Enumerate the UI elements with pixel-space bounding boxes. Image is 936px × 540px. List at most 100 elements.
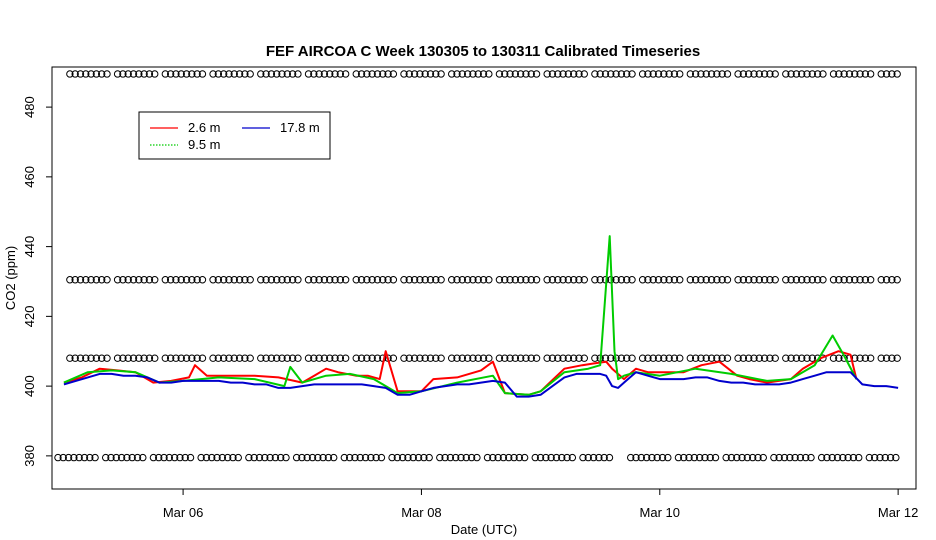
marker-circle (516, 354, 525, 362)
marker-circle (448, 70, 456, 78)
marker-circle (547, 453, 555, 462)
marker-circle (97, 276, 106, 284)
marker-circle (803, 354, 811, 362)
marker-circle (718, 276, 726, 284)
marker-circle (766, 70, 774, 78)
marker-circle (686, 276, 695, 284)
marker-circle (792, 276, 801, 284)
marker-circle (691, 354, 700, 362)
marker-circle (262, 70, 270, 78)
marker-circle (182, 354, 191, 362)
marker-circle (54, 453, 62, 462)
marker-circle (564, 276, 573, 284)
marker-circle (722, 453, 730, 462)
marker-circle (223, 453, 232, 462)
marker-circle (145, 276, 154, 284)
marker-circle (782, 354, 790, 362)
marker-circle (416, 354, 424, 362)
marker-circle (420, 453, 428, 462)
marker-circle (516, 276, 525, 284)
marker-circle (340, 453, 349, 462)
marker-circle (798, 70, 806, 78)
marker-circle (532, 70, 541, 78)
marker-circle (87, 354, 95, 362)
marker-circle (845, 276, 854, 284)
marker-circle (71, 70, 79, 78)
marker-circle (564, 70, 573, 78)
marker-circle (404, 453, 412, 462)
marker-circle (654, 70, 663, 78)
marker-circle (877, 276, 885, 284)
marker-circle (676, 276, 684, 284)
marker-circle (479, 276, 488, 284)
marker-circle (59, 453, 67, 462)
marker-circle (642, 453, 651, 462)
marker-circle (511, 354, 520, 362)
marker-circle (82, 354, 90, 362)
marker-circle (474, 276, 482, 284)
marker-circle (155, 453, 163, 462)
marker-circle (527, 70, 535, 78)
marker-circle (214, 276, 223, 284)
marker-circle (554, 70, 562, 78)
marker-circle (107, 453, 115, 462)
marker-circle (511, 276, 520, 284)
marker-circle (181, 453, 189, 462)
marker-circle (766, 276, 774, 284)
marker-circle (792, 354, 801, 362)
marker-circle (467, 453, 476, 462)
marker-circle (145, 70, 154, 78)
marker-circle (214, 70, 223, 78)
marker-circle (448, 354, 456, 362)
marker-circle (706, 453, 714, 462)
marker-circle (82, 70, 90, 78)
marker-circle (888, 276, 896, 284)
marker-circle (213, 453, 221, 462)
marker-circle (739, 354, 748, 362)
marker-circle (315, 70, 323, 78)
marker-circle (331, 354, 339, 362)
marker-circle (437, 354, 445, 362)
marker-circle (813, 70, 822, 78)
marker-circle (177, 276, 185, 284)
marker-circle (87, 70, 95, 78)
marker-circle (410, 276, 419, 284)
marker-circle (283, 354, 292, 362)
marker-circle (145, 354, 154, 362)
marker-circle (426, 276, 435, 284)
marker-circle (469, 70, 477, 78)
marker-circle (229, 453, 237, 462)
marker-circle (384, 70, 392, 78)
marker-circle (234, 453, 242, 462)
marker-circle (494, 453, 502, 462)
marker-circle (702, 276, 710, 284)
marker-circle (230, 70, 238, 78)
marker-circle (701, 453, 709, 462)
marker-circle (123, 453, 131, 462)
marker-circle (446, 453, 455, 462)
marker-circle (702, 354, 710, 362)
marker-circle (66, 354, 74, 362)
marker-circle (262, 276, 270, 284)
marker-circle (489, 453, 497, 462)
marker-circle (119, 70, 127, 78)
marker-circle (697, 354, 705, 362)
marker-circle (246, 70, 254, 78)
marker-circle (893, 354, 901, 362)
marker-circle (833, 453, 842, 462)
marker-circle (389, 70, 398, 78)
marker-circle (623, 276, 631, 284)
marker-circle (92, 276, 101, 284)
marker-circle (808, 354, 817, 362)
marker-circle (782, 276, 790, 284)
marker-circle (665, 70, 673, 78)
marker-circle (219, 70, 228, 78)
marker-circle (267, 70, 276, 78)
marker-circle (744, 354, 753, 362)
marker-circle (170, 453, 179, 462)
marker-circle (193, 70, 201, 78)
marker-circle (617, 276, 626, 284)
marker-circle (166, 276, 175, 284)
series-lines (63, 235, 899, 398)
